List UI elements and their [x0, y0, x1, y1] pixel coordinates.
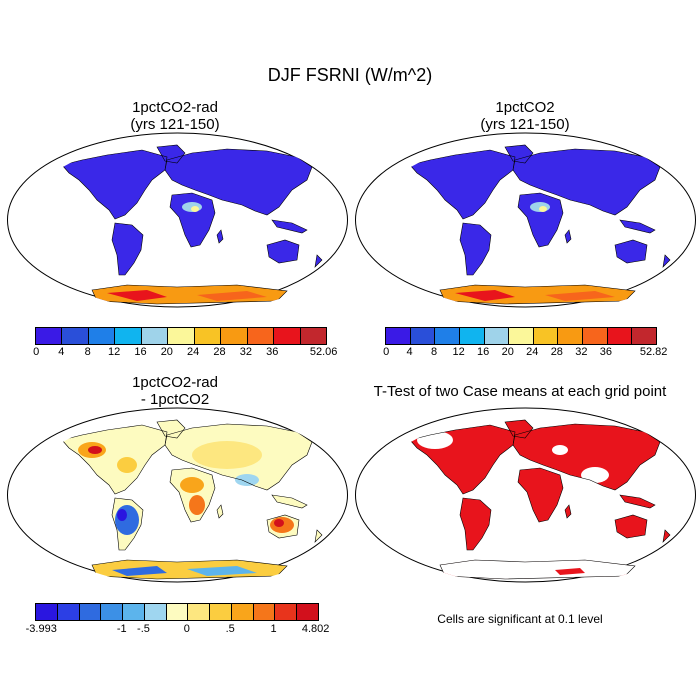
- cb2-tick-label: 24: [526, 346, 539, 358]
- cb1-tick-label: 32: [239, 346, 253, 358]
- panel2-title-line2: (yrs 121-150): [480, 115, 570, 133]
- cb2-swatch: [435, 328, 460, 344]
- cb1-swatch: [274, 328, 301, 344]
- cb2-tick-label: 36: [599, 346, 613, 358]
- cb2-swatch: [484, 328, 510, 344]
- cb1-tick-label: 28: [213, 346, 226, 358]
- cb1-swatch: [115, 328, 142, 344]
- map-panel-1: [7, 132, 348, 308]
- cb2-tick-label: 52.82: [639, 346, 668, 358]
- cb2-swatch: [558, 328, 584, 344]
- cb3-swatch: [144, 604, 167, 620]
- cb1-tick-label: 8: [84, 346, 91, 358]
- cb2-tick-label: 0: [383, 346, 390, 358]
- cb2-tick-label: 8: [431, 346, 438, 358]
- colorbar-panel-2: [385, 327, 657, 345]
- cb3-swatch: [123, 604, 145, 620]
- panel1-title: 1pctCO2-rad (yrs 121-150): [25, 99, 325, 133]
- cb1-swatch: [88, 328, 116, 344]
- cb1-tick-label: 24: [187, 346, 200, 358]
- panel3-title-line2: - 1pctCO2: [140, 390, 210, 408]
- figure-title: DJF FSRNI (W/m^2): [267, 65, 433, 85]
- cb1-swatch: [168, 328, 195, 344]
- colorbar-panel-1: [35, 327, 327, 345]
- cb2-swatch: [386, 328, 411, 344]
- cb2-swatch: [583, 328, 608, 344]
- cb2-swatch: [632, 328, 657, 344]
- cb3-swatch: [57, 604, 80, 620]
- cb2-swatch: [533, 328, 559, 344]
- cb3-swatch: [210, 604, 232, 620]
- colorbar-panel-3: [35, 603, 319, 621]
- cb2-tick-label: 32: [575, 346, 588, 358]
- map-panel-4: [355, 407, 696, 583]
- cb3-tick-label: -.5: [137, 623, 150, 635]
- cb1-tick-label: 20: [160, 346, 173, 358]
- cb2-tick-label: 4: [406, 346, 413, 358]
- cb3-swatch: [275, 604, 298, 620]
- cb3-tick-label: 1: [270, 623, 277, 635]
- colorbar-panel-3-labels: -3.993 -1 -.5 0 .5 1 4.802: [26, 623, 330, 637]
- cb3-swatch: [188, 604, 211, 620]
- cb2-swatch: [410, 328, 436, 344]
- cb1-swatch: [247, 328, 275, 344]
- panel2-title: 1pctCO2 (yrs 121-150): [375, 99, 675, 133]
- cb1-tick-label: 4: [58, 346, 65, 358]
- cb2-tick-label: 16: [477, 346, 490, 358]
- cb2-tick-label: 20: [501, 346, 514, 358]
- map-panel-3: [7, 407, 348, 583]
- cb1-swatch: [141, 328, 169, 344]
- cb3-tick-label: -3.993: [25, 623, 57, 635]
- cb1-swatch: [300, 328, 326, 344]
- cb1-tick-label: 16: [134, 346, 147, 358]
- cb1-swatch: [36, 328, 63, 344]
- cb1-swatch: [221, 328, 248, 344]
- cb1-tick-label: 36: [266, 346, 279, 358]
- cb2-swatch: [607, 328, 633, 344]
- cb3-tick-label: 4.802: [301, 623, 330, 635]
- cb1-tick-label: 12: [107, 346, 121, 358]
- cb2-swatch: [459, 328, 485, 344]
- cb3-swatch: [253, 604, 276, 620]
- cb2-tick-label: 28: [550, 346, 563, 358]
- cb3-swatch: [297, 604, 318, 620]
- panel4-title: T-Test of two Case means at each grid po…: [373, 383, 667, 400]
- cb3-tick-label: 0: [183, 623, 190, 635]
- panel3-title-line1: 1pctCO2-rad: [132, 374, 218, 391]
- cb2-tick-label: 12: [452, 346, 465, 358]
- cb2-swatch: [509, 328, 534, 344]
- cb1-swatch: [194, 328, 222, 344]
- cb3-swatch: [36, 604, 58, 620]
- cb3-tick-label: .5: [225, 623, 235, 635]
- panel3-title: 1pctCO2-rad - 1pctCO2: [25, 374, 325, 408]
- panel2-title-line1: 1pctCO2: [495, 99, 555, 116]
- cb1-tick-label: 0: [33, 346, 40, 358]
- panel1-title-line1: 1pctCO2-rad: [132, 99, 218, 116]
- cb3-swatch: [166, 604, 189, 620]
- panel1-title-line2: (yrs 121-150): [130, 115, 220, 133]
- cb1-swatch: [62, 328, 89, 344]
- colorbar-panel-1-labels: 0 4 8 12 16 20 24 28 32 36 52.06: [33, 346, 337, 360]
- cb3-swatch: [101, 604, 124, 620]
- cb3-tick-label: -1: [116, 623, 127, 635]
- cb3-swatch: [79, 604, 102, 620]
- ttest-significance-note: Cells are significant at 0.1 level: [437, 612, 603, 626]
- map-panel-2: [355, 132, 696, 308]
- cb3-swatch: [231, 604, 254, 620]
- colorbar-panel-2-labels: 0 4 8 12 16 20 24 28 32 36 52.82: [383, 346, 667, 360]
- cb1-tick-label: 52.06: [309, 346, 338, 358]
